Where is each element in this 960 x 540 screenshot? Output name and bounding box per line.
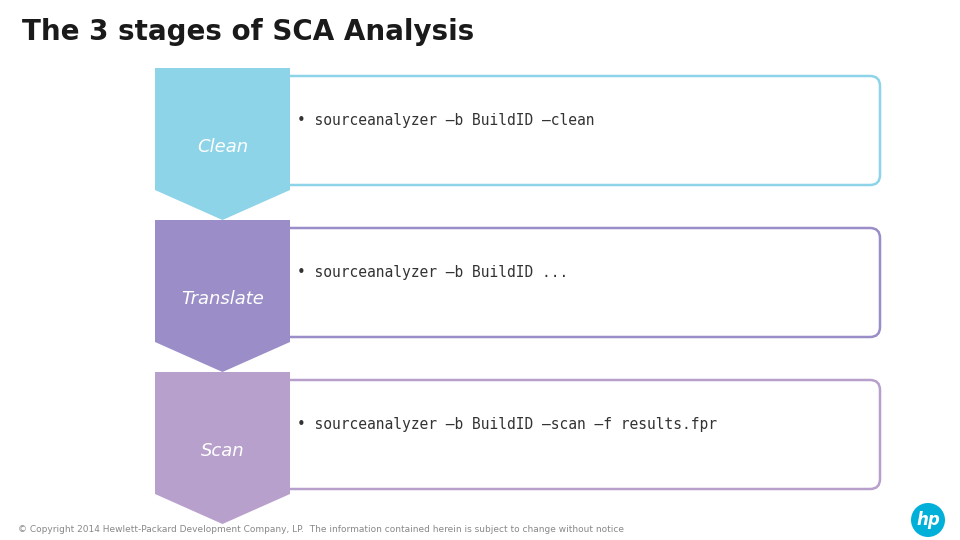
Text: Clean: Clean — [197, 138, 248, 156]
FancyBboxPatch shape — [275, 228, 880, 337]
Text: © Copyright 2014 Hewlett-Packard Development Company, LP.  The information conta: © Copyright 2014 Hewlett-Packard Develop… — [18, 525, 624, 534]
Polygon shape — [155, 372, 290, 524]
Text: Scan: Scan — [201, 442, 244, 460]
FancyBboxPatch shape — [275, 76, 880, 185]
Polygon shape — [155, 220, 290, 372]
FancyBboxPatch shape — [275, 380, 880, 489]
Text: • sourceanalyzer –b BuildID –clean: • sourceanalyzer –b BuildID –clean — [297, 113, 594, 128]
Text: • sourceanalyzer –b BuildID ...: • sourceanalyzer –b BuildID ... — [297, 265, 568, 280]
Circle shape — [911, 503, 945, 537]
Text: The 3 stages of SCA Analysis: The 3 stages of SCA Analysis — [22, 18, 474, 46]
Text: hp: hp — [916, 511, 940, 529]
Text: • sourceanalyzer –b BuildID –scan –f results.fpr: • sourceanalyzer –b BuildID –scan –f res… — [297, 417, 717, 432]
Text: Translate: Translate — [181, 291, 264, 308]
Polygon shape — [155, 68, 290, 220]
